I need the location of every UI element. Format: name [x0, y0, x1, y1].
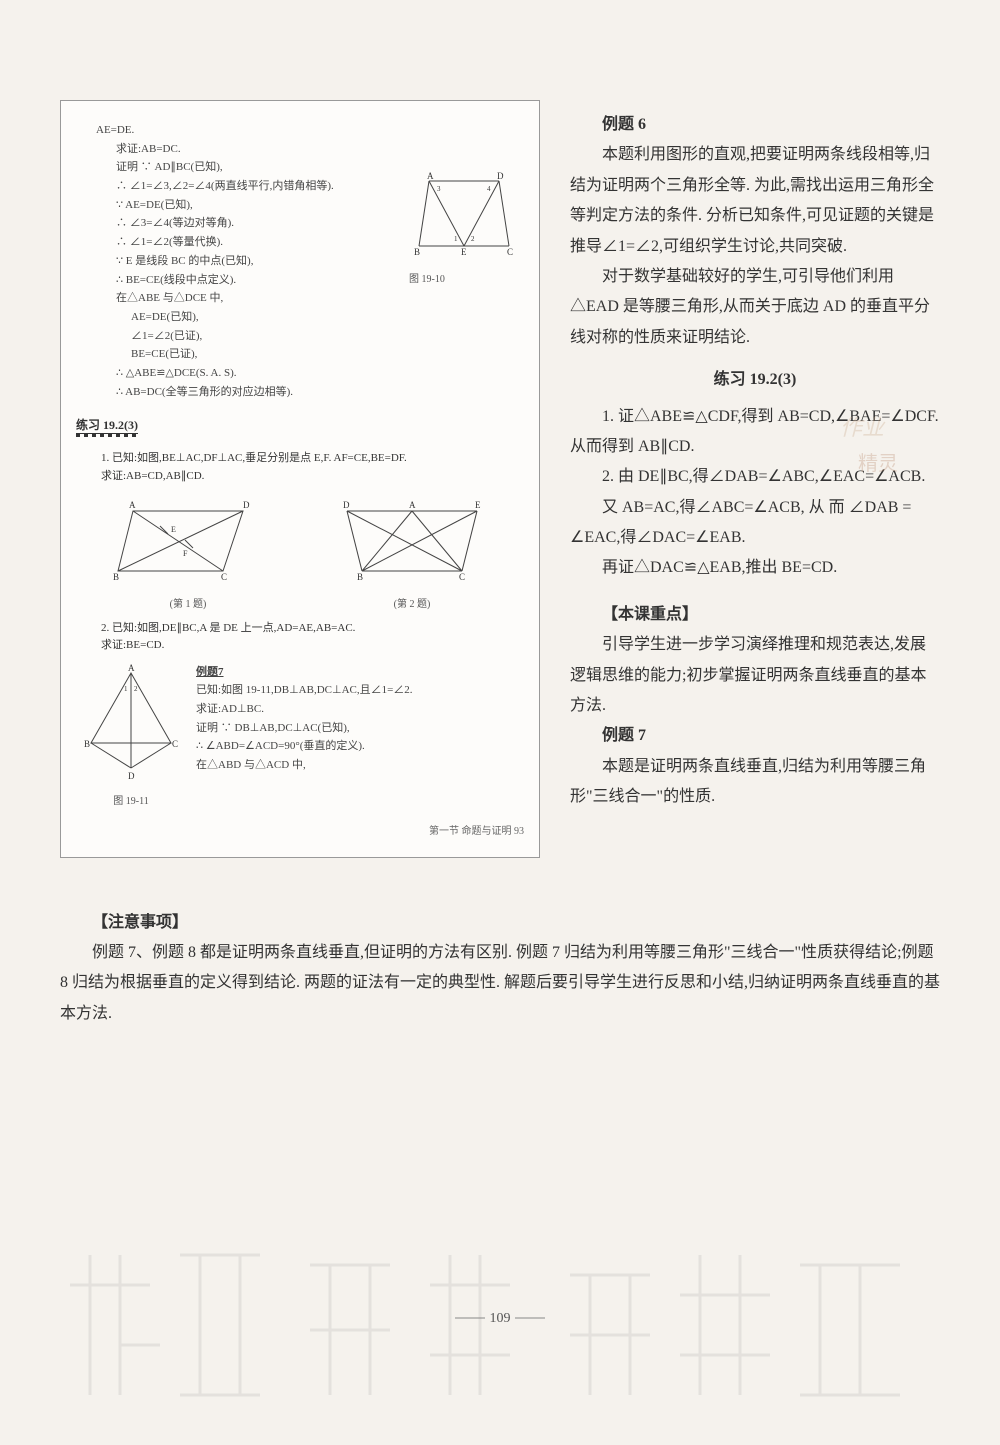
left-textbook-page: A D B E C 3 4 1 2 图 19-10 AE=DE. 求证:AB=D… [60, 100, 540, 858]
diagram-19-10: A D B E C 3 4 1 2 图 19-10 [409, 171, 519, 285]
exercise-2-text: 2. 已知:如图,DE∥BC,A 是 DE 上一点,AD=AE,AB=AC. [101, 620, 524, 638]
svg-text:A: A [129, 500, 136, 510]
svg-text:F: F [183, 549, 188, 558]
proof-line: 在△ABE 与△DCE 中, [76, 289, 524, 308]
exercise-1-goal: 求证:AB=CD,AB∥CD. [101, 468, 524, 486]
commentary-paragraph: 2. 由 DE∥BC,得∠DAB=∠ABC,∠EAC=∠ACB. [570, 462, 940, 492]
fig2-caption: (第 2 题) [337, 595, 487, 610]
svg-text:A: A [427, 171, 434, 181]
proof-line: ∴ △ABE≌△DCE(S. A. S). [76, 364, 524, 383]
svg-text:C: C [172, 739, 178, 749]
commentary-paragraph: 引导学生进一步学习演绎推理和规范表达,发展逻辑思维的能力;初步掌握证明两条直线垂… [570, 630, 940, 721]
exercise-1-text: 1. 已知:如图,BE⊥AC,DF⊥AC,垂足分别是点 E,F. AF=CE,B… [101, 450, 524, 468]
fig-19-10-caption: 图 19-10 [409, 270, 519, 285]
example6-heading: 例题 6 [570, 110, 940, 140]
svg-text:D: D [343, 500, 350, 510]
svg-text:B: B [414, 247, 420, 257]
svg-text:E: E [475, 500, 481, 510]
svg-text:1: 1 [124, 685, 128, 693]
svg-text:A: A [128, 663, 135, 673]
proof-line: BE=CE(已证), [76, 345, 524, 364]
svg-text:E: E [461, 247, 467, 257]
example7-heading: 例题 7 [570, 721, 940, 751]
commentary-paragraph: 再证△DAC≌△EAB,推出 BE=CD. [570, 553, 940, 583]
fig1-caption: (第 1 题) [113, 595, 263, 610]
proof-line: AE=DE. [76, 121, 524, 140]
example7-header: 例题7 [196, 663, 524, 682]
svg-text:B: B [113, 572, 119, 582]
keypoint-heading: 【本课重点】 [570, 600, 940, 630]
notes-header: 【注意事项】 [60, 908, 940, 938]
svg-text:4: 4 [487, 185, 491, 193]
svg-text:C: C [221, 572, 227, 582]
page-number: 109 [450, 1306, 550, 1335]
exercise-1: 1. 已知:如图,BE⊥AC,DF⊥AC,垂足分别是点 E,F. AF=CE,B… [76, 450, 524, 485]
commentary-paragraph: 又 AB=AC,得∠ABC=∠ACB, 从 而 ∠DAB = ∠EAC,得∠DA… [570, 493, 940, 554]
figure-1: A D B C E F (第 1 题) [113, 496, 263, 610]
svg-text:D: D [243, 500, 250, 510]
example7-row: A B C D 1 2 图 19-11 例题7 已知:如图 19-11,DB⊥A… [76, 663, 524, 807]
exercise-2: 2. 已知:如图,DE∥BC,A 是 DE 上一点,AD=AE,AB=AC. 求… [76, 620, 524, 655]
svg-text:A: A [409, 500, 416, 510]
example7-line: 证明 ∵ DB⊥AB,DC⊥AC(已知), [196, 719, 524, 738]
main-columns: A D B E C 3 4 1 2 图 19-10 AE=DE. 求证:AB=D… [60, 100, 940, 858]
svg-text:D: D [128, 771, 135, 781]
bottom-notes: 【注意事项】 例题 7、例题 8 都是证明两条直线垂直,但证明的方法有区别. 例… [60, 908, 940, 1030]
svg-text:B: B [84, 739, 90, 749]
svg-text:D: D [497, 171, 504, 181]
example7-line: ∴ ∠ABD=∠ACD=90°(垂直的定义). [196, 737, 524, 756]
svg-text:2: 2 [134, 685, 138, 693]
svg-text:1: 1 [454, 235, 458, 243]
commentary-paragraph: 本题利用图形的直观,把要证明两条线段相等,归结为证明两个三角形全等. 为此,需找… [570, 140, 940, 262]
commentary-paragraph: 本题是证明两条直线垂直,归结为利用等腰三角形"三线合一"的性质. [570, 752, 940, 813]
exercise-2-goal: 求证:BE=CD. [101, 637, 524, 655]
commentary-paragraph: 对于数学基础较好的学生,可引导他们利用△EAD 是等腰三角形,从而关于底边 AD… [570, 262, 940, 353]
figure-pair: A D B C E F (第 1 题) [76, 496, 524, 610]
commentary-paragraph: 1. 证△ABE≌△CDF,得到 AB=CD,∠BAE=∠DCF. 从而得到 A… [570, 402, 940, 463]
proof-line: ∠1=∠2(已证), [76, 327, 524, 346]
page-container: A D B E C 3 4 1 2 图 19-10 AE=DE. 求证:AB=D… [0, 0, 1000, 1445]
svg-text:C: C [507, 247, 513, 257]
practice-header: 练习 19.2(3) [76, 416, 138, 434]
example7-text: 例题7 已知:如图 19-11,DB⊥AB,DC⊥AC,且∠1=∠2. 求证:A… [196, 663, 524, 775]
page-footer: 第一节 命题与证明 93 [76, 822, 524, 837]
svg-text:2: 2 [471, 235, 475, 243]
svg-text:B: B [357, 572, 363, 582]
practice-heading: 练习 19.2(3) [570, 365, 940, 395]
proof-line: AE=DE(已知), [76, 308, 524, 327]
example7-line: 在△ABD 与△ACD 中, [196, 756, 524, 775]
example7-line: 求证:AD⊥BC. [196, 700, 524, 719]
fig-19-11-caption: 图 19-11 [76, 792, 186, 807]
proof-line: 求证:AB=DC. [76, 140, 524, 159]
figure-2: D A E B C (第 2 题) [337, 496, 487, 610]
right-commentary: 例题 6 本题利用图形的直观,把要证明两条线段相等,归结为证明两个三角形全等. … [570, 100, 940, 858]
svg-text:E: E [171, 525, 176, 534]
proof-line: ∴ AB=DC(全等三角形的对应边相等). [76, 383, 524, 402]
svg-text:C: C [459, 572, 465, 582]
svg-text:109: 109 [490, 1311, 511, 1326]
figure-19-11: A B C D 1 2 图 19-11 [76, 663, 186, 807]
example7-line: 已知:如图 19-11,DB⊥AB,DC⊥AC,且∠1=∠2. [196, 681, 524, 700]
notes-paragraph: 例题 7、例题 8 都是证明两条直线垂直,但证明的方法有区别. 例题 7 归结为… [60, 938, 940, 1029]
svg-text:3: 3 [437, 185, 441, 193]
